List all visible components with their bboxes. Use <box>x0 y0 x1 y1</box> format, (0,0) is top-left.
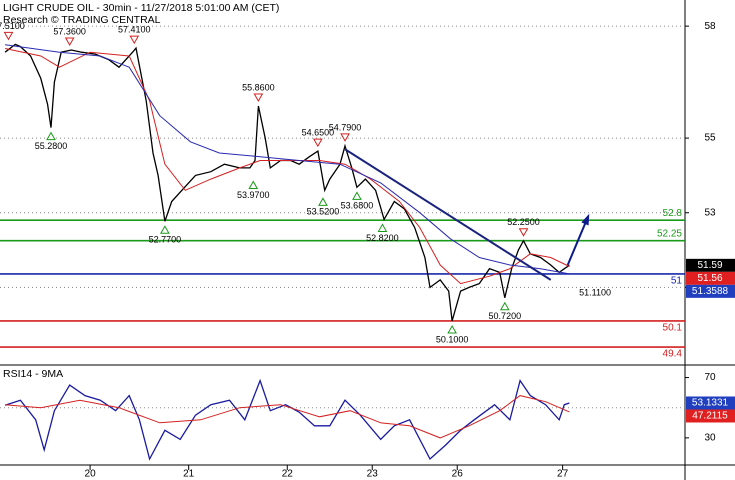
low-marker <box>352 191 362 200</box>
rsi-title: RSI14 - 9MA <box>3 368 63 380</box>
chart-title: LIGHT CRUDE OIL - 30min - 11/27/2018 5:0… <box>3 2 279 14</box>
low-marker <box>377 223 388 232</box>
x-tick-label: 23 <box>367 469 379 480</box>
price-tag-label: 51.3588 <box>692 286 729 297</box>
high-marker <box>3 31 14 41</box>
high-marker <box>518 228 529 237</box>
arrow <box>566 216 590 266</box>
level-label: 51 <box>671 276 683 287</box>
annotation-label: 57.4100 <box>118 25 151 35</box>
annotation-label: 52.2500 <box>507 217 540 227</box>
x-tick-label: 26 <box>452 469 464 480</box>
annotation-label: 54.7900 <box>329 122 362 132</box>
price-tag <box>686 284 735 298</box>
series-line <box>4 378 570 461</box>
annotation-label: 50.1000 <box>436 334 469 344</box>
annotation-label: 52.7700 <box>149 235 182 245</box>
level-label: 50.1 <box>663 323 683 334</box>
low-marker <box>248 180 259 190</box>
series-line <box>5 395 570 439</box>
annotation-label: 53.6800 <box>341 201 374 211</box>
price-tag <box>686 409 735 423</box>
low-marker <box>46 131 56 141</box>
price-tag-label: 51.59 <box>697 260 722 271</box>
arrow-head <box>581 213 590 226</box>
annotation-label: 54.6500 <box>302 128 335 138</box>
price-tag-label: 47.2115 <box>692 411 728 422</box>
price-tag-label: 53.1331 <box>692 398 729 409</box>
low-marker <box>499 301 510 311</box>
low-marker <box>447 324 457 334</box>
high-marker <box>129 35 140 45</box>
level-label: 49.4 <box>663 349 683 360</box>
annotation-label: 53.9700 <box>237 190 270 200</box>
high-marker <box>312 138 323 148</box>
high-marker <box>340 133 350 142</box>
low-marker <box>318 197 328 206</box>
x-tick-label: 20 <box>85 469 97 480</box>
trendline <box>344 148 552 281</box>
chart-subtitle: Research © TRADING CENTRAL <box>3 14 161 26</box>
series-line <box>4 48 570 285</box>
level-label: 52.8 <box>663 208 683 219</box>
plot: 20212223262758555351703052.852.255150.14… <box>0 21 735 480</box>
price-tag <box>686 258 735 272</box>
annotation-label: 57.5100 <box>0 21 25 31</box>
annotation-label: 51.1100 <box>579 288 611 298</box>
level-label: 52.25 <box>657 228 682 239</box>
annotation-label: 55.2800 <box>35 141 68 151</box>
annotation-label: 50.7200 <box>489 311 522 321</box>
x-tick-label: 22 <box>282 469 294 480</box>
y-tick-label: 53 <box>704 207 716 218</box>
annotation-label: 53.5200 <box>307 207 340 217</box>
low-marker <box>160 225 170 234</box>
high-marker <box>64 37 75 47</box>
price-tag <box>686 271 735 285</box>
price-tag <box>686 396 735 410</box>
annotation-label: 52.8200 <box>366 233 399 243</box>
y-tick-label: 58 <box>704 21 716 32</box>
high-marker <box>253 93 264 102</box>
y-tick-label: 30 <box>704 433 716 444</box>
y-tick-label: 55 <box>704 133 716 144</box>
y-tick-label: 70 <box>704 372 716 383</box>
series-line <box>5 44 570 275</box>
annotation-label: 57.3600 <box>53 26 86 36</box>
annotation-label: 55.8600 <box>242 82 275 92</box>
x-tick-label: 21 <box>183 469 195 480</box>
price-tag-label: 51.56 <box>697 273 722 284</box>
x-tick-label: 27 <box>557 469 569 480</box>
